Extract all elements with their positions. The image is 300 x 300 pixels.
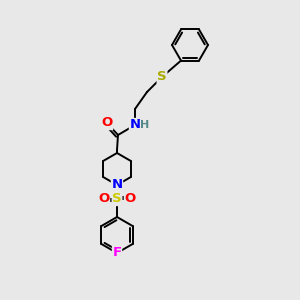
Text: O: O <box>98 193 110 206</box>
Text: O: O <box>101 116 112 130</box>
Text: N: N <box>111 178 123 191</box>
Text: F: F <box>112 247 122 260</box>
Text: S: S <box>112 193 122 206</box>
Text: H: H <box>140 120 150 130</box>
Text: N: N <box>129 118 141 131</box>
Text: O: O <box>124 193 136 206</box>
Text: S: S <box>157 70 167 83</box>
